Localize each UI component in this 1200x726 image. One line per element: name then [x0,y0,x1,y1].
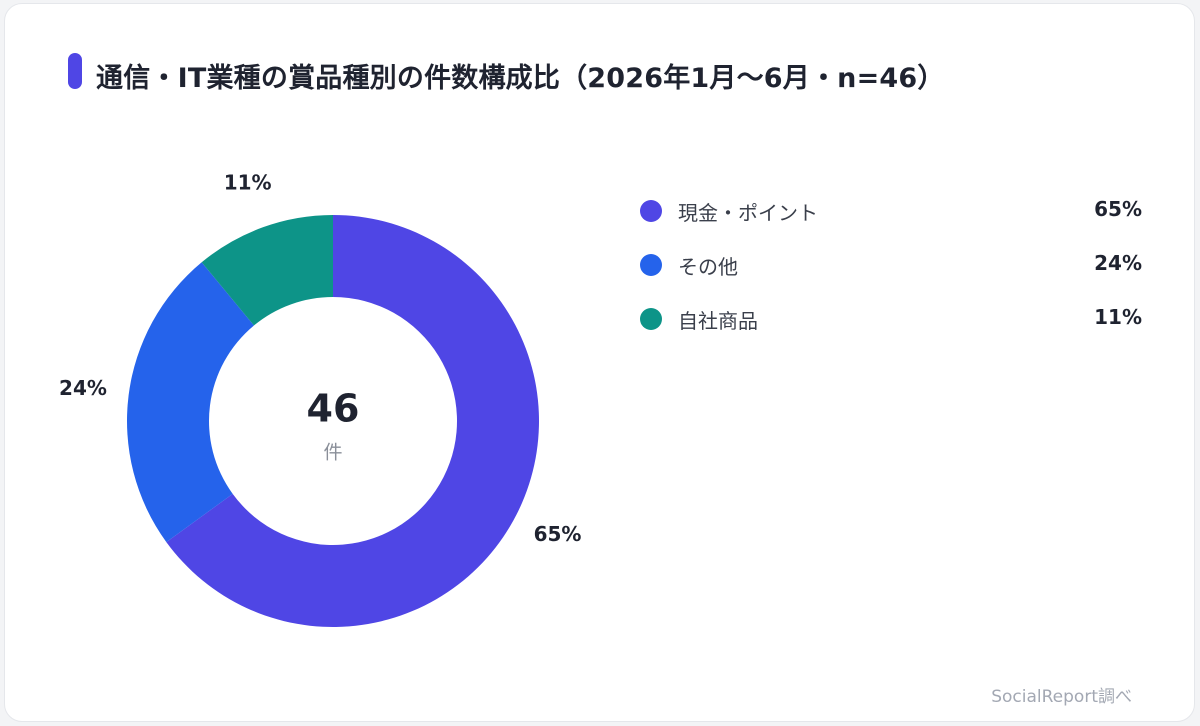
legend-label: 自社商品 [678,309,758,333]
legend-item: その他 24% [640,248,1145,302]
legend-value: 24% [1094,251,1142,275]
donut-chart: 65% 24% 11% 46 件 [59,170,582,627]
title-accent-bar [68,53,82,89]
slice-value-label: 24% [59,376,107,400]
center-total-value: 46 [307,387,360,431]
donut-slice [201,215,333,326]
legend-item: 自社商品 11% [640,302,1145,356]
legend-swatch [640,308,662,330]
legend-value: 11% [1094,305,1142,329]
legend-label: 現金・ポイント [678,201,818,225]
legend-item: 現金・ポイント 65% [640,194,1145,248]
source-note: SocialReport調べ [991,687,1132,707]
donut-slice [166,215,539,627]
chart-card: 通信・IT業種の賞品種別の件数構成比（2026年1月〜6月・n=46） 65% 2… [4,3,1195,722]
legend-swatch [640,254,662,276]
chart-title: 通信・IT業種の賞品種別の件数構成比（2026年1月〜6月・n=46） [96,63,945,94]
legend-value: 65% [1094,197,1142,221]
legend-swatch [640,200,662,222]
slice-value-label: 11% [224,170,272,194]
slice-value-label: 65% [534,522,582,546]
legend-label: その他 [678,255,738,279]
legend: 現金・ポイント 65% その他 24% 自社商品 11% [640,194,1145,356]
donut-slice [127,262,254,543]
center-total-unit: 件 [323,442,342,464]
